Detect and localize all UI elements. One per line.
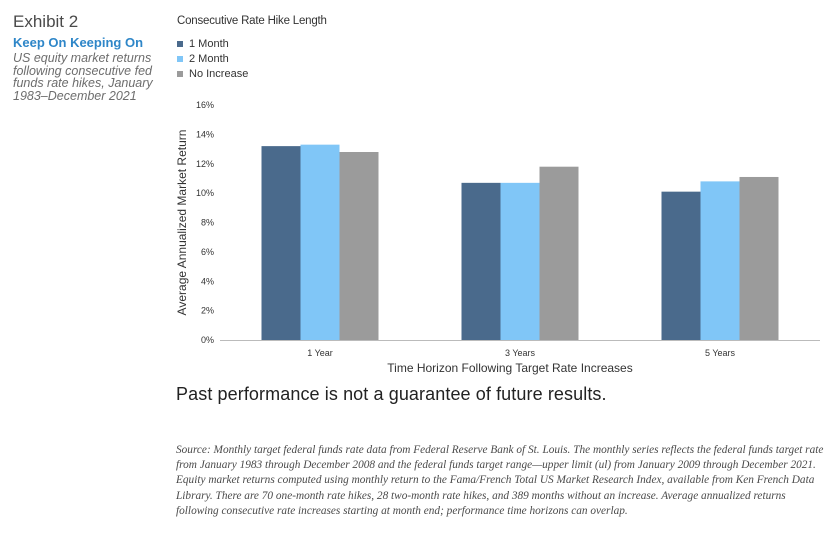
x-tick-label: 1 Year — [307, 348, 333, 358]
source-note: Source: Monthly target federal funds rat… — [176, 444, 824, 517]
x-axis-title: Time Horizon Following Target Rate Incre… — [387, 361, 633, 375]
legend-item-1-month: 1 Month — [177, 36, 248, 51]
bar-2-month-1-year — [300, 144, 340, 340]
exhibit-subtitle: US equity market returns following conse… — [13, 51, 153, 103]
legend-label-1-month: 1 Month — [189, 37, 229, 50]
legend-swatch-1-month — [177, 40, 183, 47]
x-tick-label: 5 Years — [705, 348, 736, 358]
y-tick-label: 0% — [201, 335, 214, 345]
exhibit-number: Exhibit 2 — [13, 12, 79, 31]
y-tick-label: 8% — [201, 218, 214, 228]
bar-2-month-3-years — [500, 182, 540, 340]
bar-2-month-5-years — [700, 181, 740, 340]
bar-no-increase-3-years — [539, 166, 579, 340]
legend-swatch-no-increase — [177, 70, 183, 77]
y-tick-label: 2% — [201, 306, 214, 316]
legend-item-no-increase: No Increase — [177, 66, 248, 81]
y-tick-label: 12% — [196, 159, 214, 169]
bar-1-month-3-years — [461, 182, 501, 340]
y-tick-label: 16% — [196, 100, 214, 110]
legend-title: Consecutive Rate Hike Length — [177, 15, 327, 27]
y-tick-label: 10% — [196, 188, 214, 198]
exhibit-title: Keep On Keeping On — [13, 35, 144, 50]
bar-chart: 0% 2% 4% 6% 8% 10% 12% 14% 16% Average Annualized… — [175, 100, 820, 358]
y-tick-label: 6% — [201, 247, 214, 257]
legend-label-no-increase: No Increase — [189, 67, 249, 80]
legend: 1 Month 2 Month No Increase — [177, 36, 248, 81]
y-tick-label: 4% — [201, 276, 214, 286]
bar-no-increase-1-year — [339, 152, 379, 340]
legend-swatch-2-month — [177, 55, 183, 62]
x-tick-label: 3 Years — [505, 348, 536, 358]
y-axis-title: Average Annualized Market Return — [175, 130, 189, 316]
bar-no-increase-5-years — [739, 176, 779, 340]
disclaimer: Past performance is not a guarantee of f… — [176, 384, 607, 404]
legend-item-2-month: 2 Month — [177, 51, 248, 66]
bar-1-month-5-years — [661, 191, 701, 340]
y-tick-label: 14% — [196, 129, 214, 139]
legend-label-2-month: 2 Month — [189, 52, 229, 65]
bar-1-month-1-year — [261, 146, 301, 340]
